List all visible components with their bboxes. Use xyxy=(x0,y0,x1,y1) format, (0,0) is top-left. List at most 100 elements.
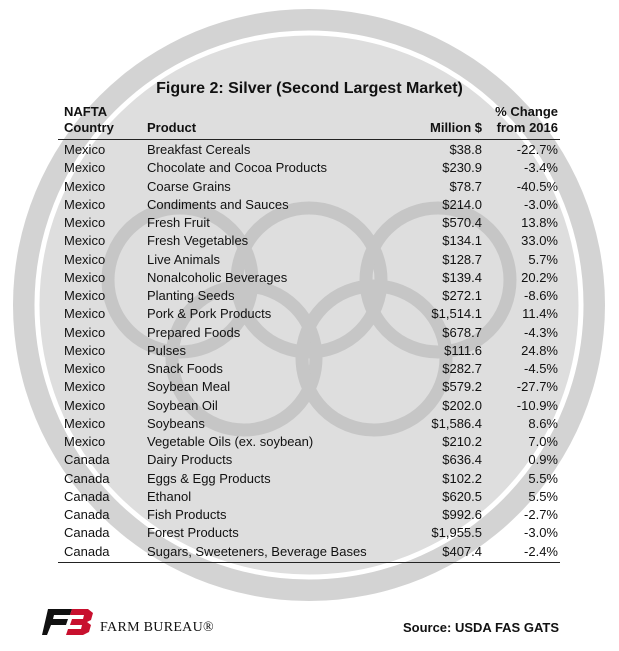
cell-product: Chocolate and Cocoa Products xyxy=(147,160,327,176)
table-row: Mexico Pulses $111.6 24.8% xyxy=(0,342,619,360)
cell-change: -4.5% xyxy=(524,361,558,376)
table-row: Canada Forest Products $1,955.5 -3.0% xyxy=(0,524,619,542)
table-row: Mexico Coarse Grains $78.7 -40.5% xyxy=(0,178,619,196)
cell-change: -10.9% xyxy=(516,397,558,413)
silver-medal-background xyxy=(13,9,605,601)
cell-change: 7.0% xyxy=(528,434,558,449)
cell-product: Live Animals xyxy=(147,251,220,267)
table-row: Mexico Nonalcoholic Beverages $139.4 20.2% xyxy=(0,269,619,287)
cell-change: 13.8% xyxy=(521,215,558,230)
table-row: Mexico Soybean Meal $579.2 -27.7% xyxy=(0,378,619,396)
cell-country: Canada xyxy=(64,470,110,486)
table-row: Mexico Planting Seeds $272.1 -8.6% xyxy=(0,287,619,305)
cell-value: $230.9 xyxy=(442,160,482,176)
table-row: Mexico Soybeans $1,586.4 8.6% xyxy=(0,415,619,433)
cell-value: $102.2 xyxy=(442,470,482,486)
table-body: Mexico Breakfast Cereals $38.8 -22.7% Mexico… xyxy=(0,141,619,561)
cell-value: $128.7 xyxy=(442,251,482,267)
cell-country: Mexico xyxy=(64,269,106,285)
cell-value: $579.2 xyxy=(442,379,482,395)
cell-change: 33.0% xyxy=(521,233,558,249)
table-row: Mexico Pork & Pork Products $1,514.1 11.4% xyxy=(0,305,619,323)
medal-inner-disc xyxy=(37,33,581,577)
cell-country: Mexico xyxy=(64,397,106,413)
cell-country: Canada xyxy=(64,488,110,504)
cell-product: Nonalcoholic Beverages xyxy=(147,269,288,285)
cell-change: -4.3% xyxy=(524,324,558,340)
cell-value: $272.1 xyxy=(442,288,482,303)
cell-change: -3.0% xyxy=(524,525,558,541)
table-row: Mexico Chocolate and Cocoa Products $230.9… xyxy=(0,159,619,177)
table-row: Mexico Live Animals $128.7 5.7% xyxy=(0,251,619,269)
table-row: Mexico Breakfast Cereals $38.8 -22.7% xyxy=(0,141,619,159)
cell-change: -3.4% xyxy=(524,160,558,176)
cell-value: $214.0 xyxy=(442,196,482,212)
cell-product: Fresh Vegetables xyxy=(147,233,249,249)
cell-change: 20.2% xyxy=(521,269,558,285)
table-row: Mexico Prepared Foods $678.7 -4.3% xyxy=(0,324,619,342)
cell-product: Fresh Fruit xyxy=(147,215,210,230)
source-note: Source: USDA FAS GATS xyxy=(402,620,559,635)
cell-change: -2.7% xyxy=(524,507,558,522)
table-row: Mexico Fresh Vegetables $134.1 33.0% xyxy=(0,232,619,250)
table-row: Mexico Fresh Fruit $570.4 13.8% xyxy=(0,214,619,232)
cell-value: $407.4 xyxy=(442,543,482,559)
cell-value: $282.7 xyxy=(442,361,482,376)
cell-country: Mexico xyxy=(64,178,106,194)
cell-change: 24.8% xyxy=(521,342,558,358)
cell-country: Mexico xyxy=(64,306,106,322)
cell-value: $636.4 xyxy=(442,452,482,468)
cell-value: $992.6 xyxy=(442,507,482,522)
cell-country: Mexico xyxy=(64,215,106,230)
cell-product: Prepared Foods xyxy=(147,324,241,340)
cell-change: -27.7% xyxy=(516,379,558,395)
cell-change: -40.5% xyxy=(516,178,558,194)
header-product: Product xyxy=(147,120,197,135)
table-row: Mexico Vegetable Oils (ex. soybean) $210.2… xyxy=(0,433,619,451)
table-row: Mexico Soybean Oil $202.0 -10.9% xyxy=(0,397,619,415)
bottom-rule xyxy=(58,562,560,563)
cell-country: Canada xyxy=(64,525,110,541)
cell-value: $38.8 xyxy=(449,142,482,157)
cell-value: $678.7 xyxy=(442,324,482,340)
cell-value: $620.5 xyxy=(442,488,482,504)
cell-product: Soybeans xyxy=(147,415,205,431)
cell-country: Mexico xyxy=(64,142,106,157)
table-row: Canada Sugars, Sweeteners, Beverage Bases… xyxy=(0,543,619,561)
cell-value: $1,514.1 xyxy=(431,306,482,322)
cell-value: $1,955.5 xyxy=(431,525,482,541)
cell-country: Mexico xyxy=(64,379,106,395)
table-row: Mexico Condiments and Sauces $214.0 -3.0% xyxy=(0,196,619,214)
medal-inner-edge xyxy=(34,30,584,580)
cell-product: Breakfast Cereals xyxy=(147,142,251,157)
cell-product: Vegetable Oils (ex. soybean) xyxy=(147,434,314,449)
cell-country: Canada xyxy=(64,543,110,559)
cell-product: Soybean Oil xyxy=(147,397,218,413)
cell-country: Canada xyxy=(64,507,110,522)
cell-product: Condiments and Sauces xyxy=(147,196,289,212)
cell-change: 5.5% xyxy=(528,470,558,486)
cell-country: Mexico xyxy=(64,342,106,358)
cell-country: Mexico xyxy=(64,288,106,303)
header-rule xyxy=(58,139,560,140)
cell-value: $570.4 xyxy=(442,215,482,230)
table-row: Canada Dairy Products $636.4 0.9% xyxy=(0,451,619,469)
cell-value: $78.7 xyxy=(449,178,482,194)
cell-value: $1,586.4 xyxy=(431,415,482,431)
table-row: Canada Ethanol $620.5 5.5% xyxy=(0,488,619,506)
cell-value: $134.1 xyxy=(442,233,482,249)
cell-country: Mexico xyxy=(64,415,106,431)
farm-bureau-brand: FARM BUREAU® xyxy=(100,620,214,635)
farm-bureau-logo-icon xyxy=(42,609,93,635)
cell-value: $139.4 xyxy=(442,269,482,285)
cell-change: -3.0% xyxy=(524,196,558,212)
cell-country: Mexico xyxy=(64,361,106,376)
cell-change: -8.6% xyxy=(524,288,558,303)
cell-product: Planting Seeds xyxy=(147,288,235,303)
cell-product: Dairy Products xyxy=(147,452,233,468)
cell-product: Pork & Pork Products xyxy=(147,306,272,322)
cell-country: Canada xyxy=(64,452,110,468)
cell-change: 5.7% xyxy=(528,251,558,267)
cell-change: 0.9% xyxy=(528,452,558,468)
